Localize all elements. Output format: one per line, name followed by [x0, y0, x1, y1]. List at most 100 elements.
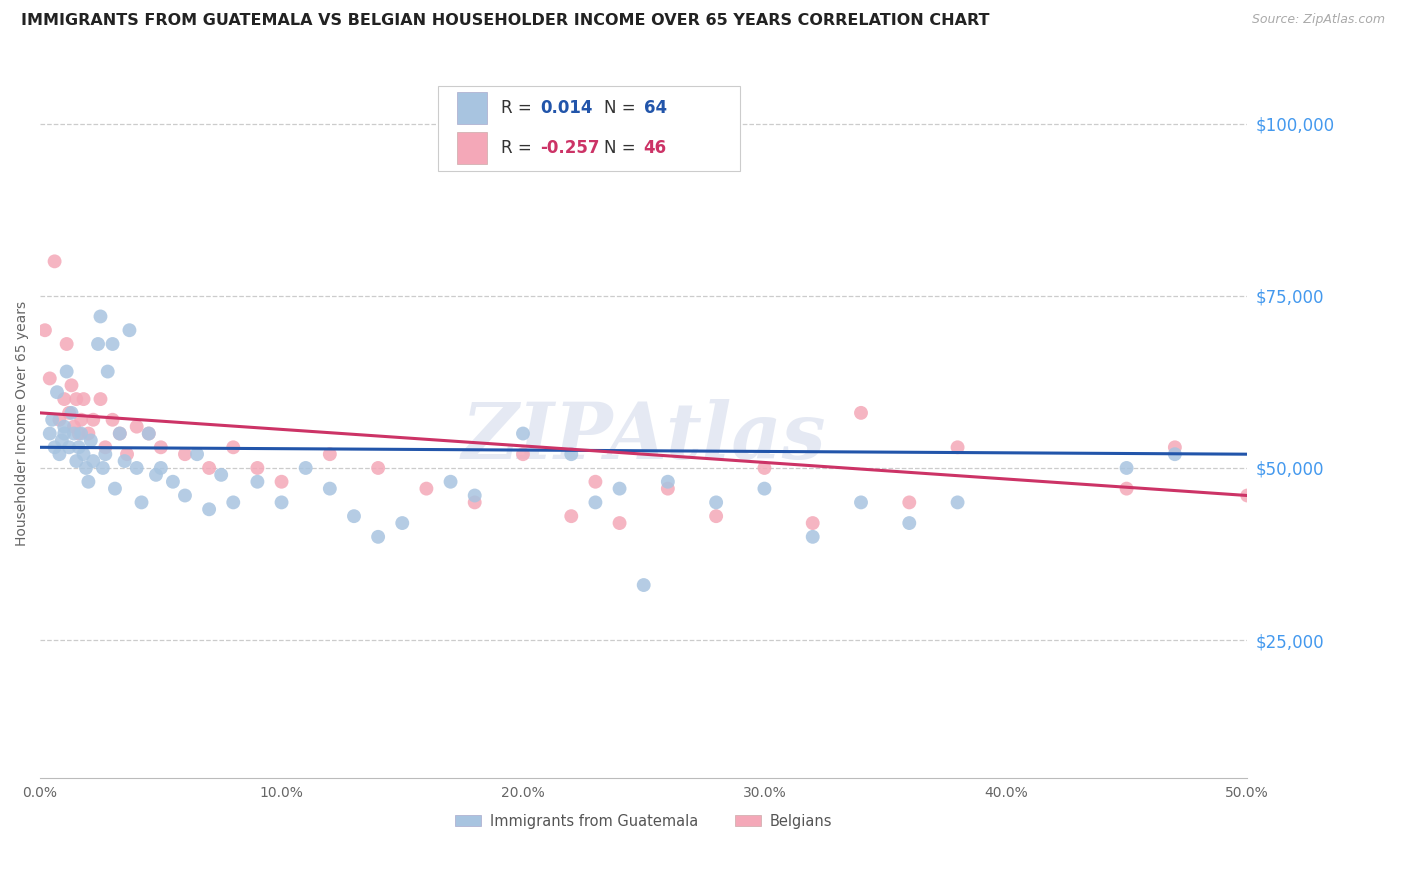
Point	[46, 385, 69, 400]
Point	[82, 454, 104, 468]
Point	[270, 495, 292, 509]
Point	[439, 475, 461, 489]
Point	[149, 461, 172, 475]
Point	[55, 337, 77, 351]
Point	[946, 440, 969, 454]
Point	[174, 447, 197, 461]
Point	[131, 495, 153, 509]
Point	[946, 495, 969, 509]
Point	[70, 426, 93, 441]
Point	[48, 413, 70, 427]
Point	[145, 467, 167, 482]
Point	[198, 461, 221, 475]
Point	[583, 475, 606, 489]
Point	[67, 426, 90, 441]
Point	[657, 482, 679, 496]
Point	[118, 323, 141, 337]
Point	[65, 392, 87, 406]
Point	[125, 461, 148, 475]
Point	[754, 461, 776, 475]
Text: R =: R =	[502, 139, 537, 157]
Point	[108, 426, 131, 441]
Point	[754, 482, 776, 496]
Point	[138, 426, 160, 441]
Point	[583, 495, 606, 509]
Point	[1236, 489, 1258, 503]
Text: 64: 64	[644, 99, 666, 117]
Text: IMMIGRANTS FROM GUATEMALA VS BELGIAN HOUSEHOLDER INCOME OVER 65 YEARS CORRELATIO: IMMIGRANTS FROM GUATEMALA VS BELGIAN HOU…	[21, 13, 990, 29]
Point	[70, 413, 93, 427]
Point	[849, 406, 872, 420]
Point	[101, 337, 124, 351]
Point	[849, 495, 872, 509]
Point	[72, 447, 94, 461]
Bar	[457, 92, 486, 124]
Point	[898, 516, 921, 530]
Point	[41, 413, 63, 427]
Point	[82, 413, 104, 427]
Point	[657, 475, 679, 489]
Point	[48, 447, 70, 461]
Text: 46: 46	[644, 139, 666, 157]
Point	[63, 419, 86, 434]
Text: -0.257: -0.257	[540, 139, 599, 157]
Point	[198, 502, 221, 516]
Point	[1164, 440, 1187, 454]
Point	[1115, 482, 1137, 496]
FancyBboxPatch shape	[439, 87, 741, 171]
Point	[560, 509, 582, 524]
Point	[97, 365, 120, 379]
Point	[391, 516, 413, 530]
Point	[44, 440, 66, 454]
Point	[38, 426, 60, 441]
Point	[87, 337, 110, 351]
Point	[209, 467, 232, 482]
Point	[319, 447, 342, 461]
Point	[512, 447, 534, 461]
Point	[80, 434, 103, 448]
Point	[72, 392, 94, 406]
Point	[77, 475, 100, 489]
Point	[222, 440, 245, 454]
Point	[174, 489, 197, 503]
Point	[89, 310, 111, 324]
Point	[94, 447, 117, 461]
Point	[512, 426, 534, 441]
Legend: Immigrants from Guatemala, Belgians: Immigrants from Guatemala, Belgians	[450, 808, 838, 834]
Point	[51, 434, 73, 448]
Point	[1115, 461, 1137, 475]
Point	[138, 426, 160, 441]
Point	[415, 482, 437, 496]
Point	[53, 392, 76, 406]
Point	[270, 475, 292, 489]
Point	[560, 447, 582, 461]
Point	[222, 495, 245, 509]
Point	[898, 495, 921, 509]
Point	[294, 461, 316, 475]
Point	[704, 495, 727, 509]
Point	[60, 378, 83, 392]
Point	[34, 323, 56, 337]
Text: N =: N =	[603, 99, 641, 117]
Point	[115, 447, 138, 461]
Point	[75, 461, 97, 475]
Point	[125, 419, 148, 434]
Point	[94, 440, 117, 454]
Point	[704, 509, 727, 524]
Point	[246, 461, 269, 475]
Text: Source: ZipAtlas.com: Source: ZipAtlas.com	[1251, 13, 1385, 27]
Point	[186, 447, 208, 461]
Point	[60, 406, 83, 420]
Text: 0.014: 0.014	[540, 99, 592, 117]
Point	[367, 461, 389, 475]
Point	[801, 516, 824, 530]
Text: N =: N =	[603, 139, 641, 157]
Point	[246, 475, 269, 489]
Point	[58, 406, 80, 420]
Point	[367, 530, 389, 544]
Y-axis label: Householder Income Over 65 years: Householder Income Over 65 years	[15, 301, 30, 546]
Point	[162, 475, 184, 489]
Point	[63, 426, 86, 441]
Point	[58, 440, 80, 454]
Point	[609, 482, 631, 496]
